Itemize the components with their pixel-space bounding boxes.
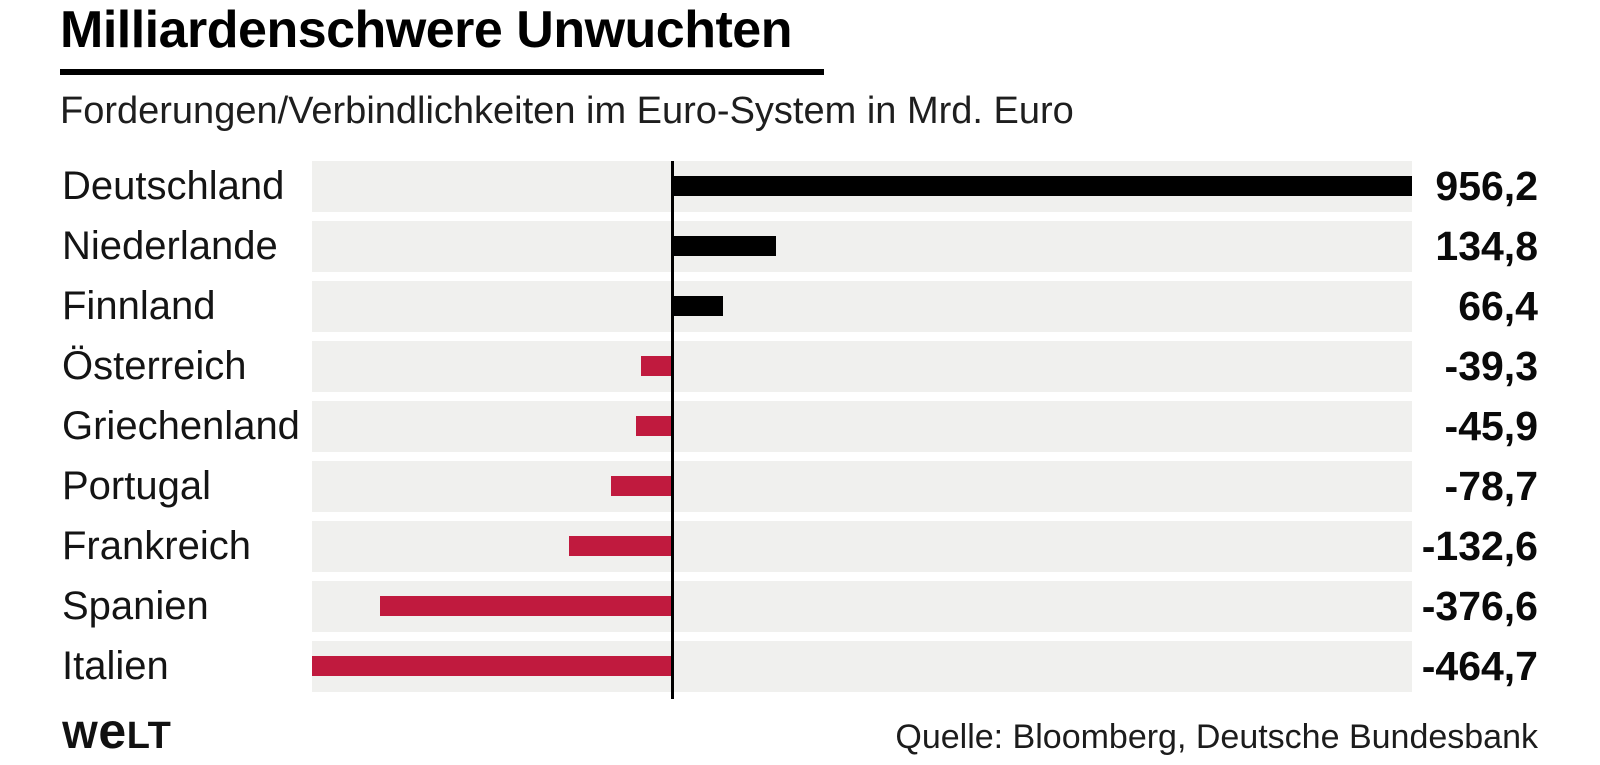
chart-row: Österreich -39,3 [0,341,1600,392]
value-bar [671,176,1412,196]
chart-row: Finnland 66,4 [0,281,1600,332]
value-bar [671,236,777,256]
zero-axis-line [670,161,674,699]
value-label: 956,2 [1435,163,1538,209]
bar-track [312,401,1412,452]
chart-row: Niederlande 134,8 [0,221,1600,272]
country-label: Niederlande [62,224,278,268]
footer: WeLT Quelle: Bloomberg, Deutsche Bundesb… [62,702,1538,760]
bar-track [312,521,1412,572]
source-credit: Quelle: Bloomberg, Deutsche Bundesbank [895,718,1538,756]
value-label: 134,8 [1435,223,1538,269]
country-label: Griechenland [62,404,300,448]
chart-row: Portugal -78,7 [0,461,1600,512]
chart-subtitle: Forderungen/Verbindlichkeiten im Euro-Sy… [60,90,1074,132]
country-label: Finnland [62,284,216,328]
welt-logo-w: W [62,715,99,757]
value-label: -464,7 [1421,643,1538,689]
chart-row: Griechenland -45,9 [0,401,1600,452]
chart-row: Deutschland 956,2 [0,161,1600,212]
bar-track [312,641,1412,692]
title-underline [60,69,824,75]
country-label: Italien [62,644,169,688]
value-bar [380,596,672,616]
value-label: -39,3 [1444,343,1538,389]
value-label: -45,9 [1444,403,1538,449]
bar-chart: Deutschland 956,2 Niederlande 134,8 Finn… [0,161,1600,692]
value-bar [641,356,672,376]
value-bar [610,476,672,496]
bar-track [312,161,1412,212]
value-label: 66,4 [1458,283,1538,329]
bar-track [312,581,1412,632]
bar-track [312,221,1412,272]
value-bar [636,416,672,436]
country-label: Spanien [62,584,209,628]
chart-row: Italien -464,7 [0,641,1600,692]
value-bar [312,656,672,676]
value-label: -132,6 [1421,523,1538,569]
welt-logo: WeLT [62,702,171,760]
value-bar [569,536,672,556]
welt-logo-lt: LT [126,715,172,757]
page-title: Milliardenschwere Unwuchten [60,1,793,59]
country-label: Deutschland [62,164,285,208]
country-label: Österreich [62,344,247,388]
country-label: Portugal [62,464,211,508]
bar-track [312,461,1412,512]
welt-logo-e: e [98,703,127,759]
value-label: -376,6 [1421,583,1538,629]
bar-track [312,341,1412,392]
chart-row: Frankreich -132,6 [0,521,1600,572]
value-bar [671,296,724,316]
bar-track [312,281,1412,332]
value-label: -78,7 [1444,463,1538,509]
chart-row: Spanien -376,6 [0,581,1600,632]
country-label: Frankreich [62,524,251,568]
